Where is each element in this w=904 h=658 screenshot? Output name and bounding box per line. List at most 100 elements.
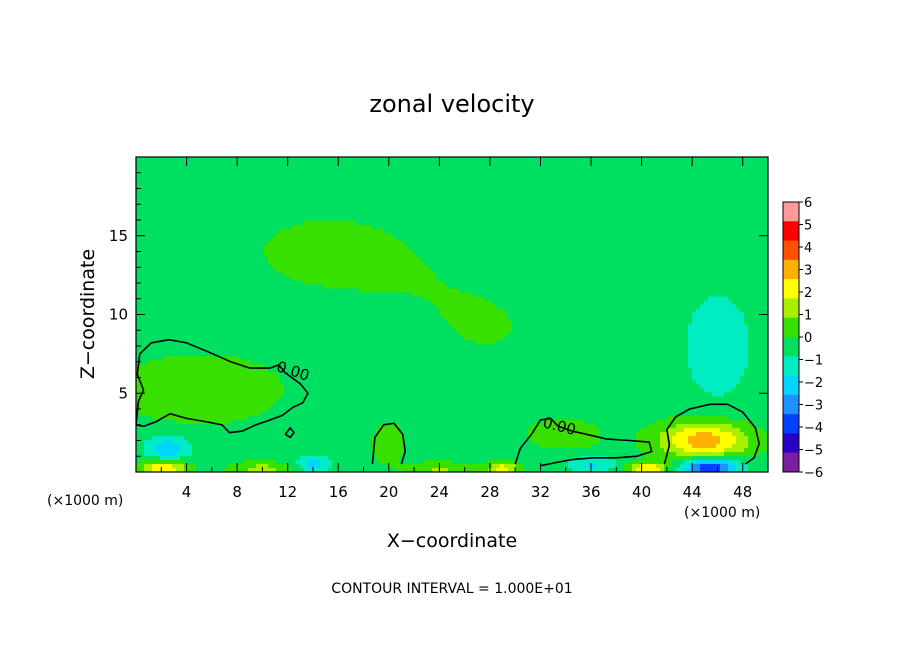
heatmap-cell [628,240,633,246]
heatmap-cell [200,204,205,210]
heatmap-cell [760,224,765,230]
heatmap-cell [400,172,405,178]
heatmap-cell [644,192,649,198]
heatmap-cell [240,172,245,178]
heatmap-cell [612,168,617,174]
heatmap-cell [508,160,513,166]
heatmap-cell [336,268,341,274]
heatmap-cell [156,192,161,198]
heatmap-cell [460,228,465,234]
heatmap-cell [612,256,617,262]
heatmap-cell [424,200,429,206]
heatmap-cell [432,228,437,234]
heatmap-cell [712,264,717,270]
heatmap-cell [220,268,225,274]
heatmap-cell [240,220,245,226]
heatmap-cell [188,256,193,262]
heatmap-cell [184,176,189,182]
heatmap-cell [216,264,221,270]
heatmap-cell [396,176,401,182]
heatmap-cell [380,228,385,234]
heatmap-cell [156,157,161,162]
heatmap-cell [304,280,309,286]
heatmap-cell [536,208,541,214]
heatmap-cell [676,276,681,282]
heatmap-cell [448,256,453,262]
heatmap-cell [560,208,565,214]
heatmap-cell [144,172,149,178]
heatmap-cell [216,216,221,222]
heatmap-cell [684,248,689,254]
heatmap-cell [404,196,409,202]
heatmap-cell [472,228,477,234]
heatmap-cell [300,172,305,178]
heatmap-cell [400,184,405,190]
heatmap-cell [400,276,405,282]
heatmap-cell [468,196,473,202]
heatmap-cell [620,256,625,262]
heatmap-cell [148,232,153,238]
heatmap-cell [508,220,513,226]
heatmap-cell [556,192,561,198]
heatmap-cell [636,228,641,234]
heatmap-cell [460,184,465,190]
heatmap-cell [496,172,501,178]
heatmap-cell [392,168,397,174]
heatmap-cell [712,228,717,234]
heatmap-cell [288,264,293,270]
heatmap-cell [712,157,717,162]
heatmap-cell [572,240,577,246]
heatmap-cell [352,212,357,218]
heatmap-cell [236,200,241,206]
heatmap-cell [368,200,373,206]
heatmap-cell [756,188,761,194]
heatmap-cell [724,176,729,182]
heatmap-cell [716,157,721,162]
heatmap-cell [488,252,493,258]
heatmap-cell [172,168,177,174]
heatmap-cell [232,212,237,218]
heatmap-cell [616,180,621,186]
heatmap-cell [148,260,153,266]
heatmap-cell [356,176,361,182]
heatmap-cell [668,264,673,270]
heatmap-cell [288,176,293,182]
heatmap-cell [308,240,313,246]
heatmap-cell [724,157,729,162]
heatmap-cell [764,264,768,270]
heatmap-cell [396,224,401,230]
heatmap-cell [728,268,733,274]
heatmap-cell [292,188,297,194]
heatmap-cell [664,188,669,194]
heatmap-cell [720,184,725,190]
heatmap-cell [600,248,605,254]
heatmap-cell [392,260,397,266]
heatmap-cell [620,180,625,186]
heatmap-cell [144,268,149,274]
heatmap-cell [280,240,285,246]
heatmap-cell [252,232,257,238]
heatmap-cell [488,208,493,214]
heatmap-cell [292,268,297,274]
heatmap-cell [608,252,613,258]
heatmap-cell [756,256,761,262]
heatmap-cell [612,216,617,222]
heatmap-cell [484,216,489,222]
heatmap-cell [480,228,485,234]
heatmap-cell [400,160,405,166]
heatmap-cell [468,204,473,210]
heatmap-cell [244,236,249,242]
heatmap-cell [400,212,405,218]
heatmap-cell [228,208,233,214]
heatmap-cell [512,268,517,274]
heatmap-cell [152,252,157,258]
heatmap-cell [632,240,637,246]
heatmap-cell [488,164,493,170]
heatmap-cell [324,280,329,286]
heatmap-cell [272,184,277,190]
heatmap-cell [468,260,473,266]
heatmap-cell [556,168,561,174]
heatmap-cell [216,200,221,206]
heatmap-cell [448,212,453,218]
heatmap-cell [588,160,593,166]
